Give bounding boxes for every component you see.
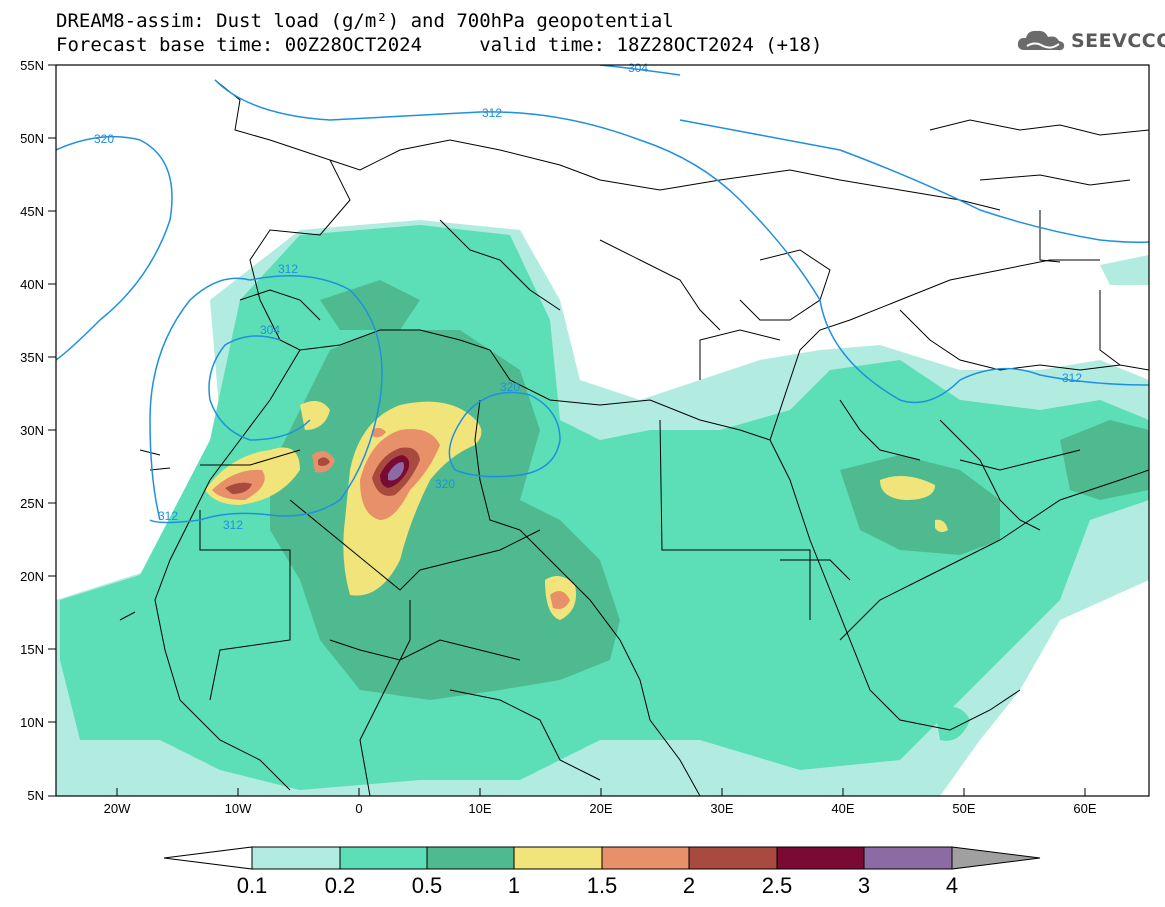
map-subtitle-times: Forecast base time: 00Z28OCT2024 valid t… <box>56 34 823 56</box>
lon-label: 10W <box>225 801 252 816</box>
colorbar-label: 3 <box>858 873 870 898</box>
lon-label: 30E <box>710 801 733 816</box>
longitude-ticks <box>116 788 1086 796</box>
colorbar-segment <box>513 846 603 870</box>
lat-label: 55N <box>20 58 44 73</box>
colorbar-label: 1 <box>508 873 520 898</box>
contour-label: 320 <box>500 380 520 394</box>
colorbar-label: 0.5 <box>412 873 443 898</box>
lat-label: 40N <box>20 277 44 292</box>
colorbar-segment <box>688 846 778 870</box>
colorbar-segment <box>339 846 428 870</box>
lat-label: 30N <box>20 423 44 438</box>
longitude-labels: 20W 10W 0 10E 20E 30E 40E 50E 60E <box>104 801 1097 816</box>
colorbar-label: 0.1 <box>237 873 268 898</box>
colorbar-label: 2.5 <box>762 873 793 898</box>
lon-label: 20E <box>589 801 612 816</box>
lon-label: 0 <box>355 801 362 816</box>
lat-label: 10N <box>20 715 44 730</box>
colorbar-label: 2 <box>683 873 695 898</box>
colorbar-segment <box>251 846 341 870</box>
lat-label: 15N <box>20 642 44 657</box>
lon-label: 10E <box>468 801 491 816</box>
contour-label: 312 <box>158 509 178 523</box>
colorbar-label: 0.2 <box>325 873 356 898</box>
lon-label: 50E <box>952 801 975 816</box>
contour-label: 312 <box>278 262 298 276</box>
lon-label: 20W <box>104 801 131 816</box>
seevccc-logo: SEEVCCC <box>1015 26 1165 56</box>
colorbar-labels: 0.1 0.2 0.5 1 1.5 2 2.5 3 4 <box>237 873 958 898</box>
lat-label: 50N <box>20 131 44 146</box>
contour-label: 312 <box>223 518 243 532</box>
colorbar-segment <box>426 846 515 870</box>
map-area <box>56 65 1149 796</box>
coastlines-borders <box>119 79 1149 796</box>
latitude-ticks <box>48 64 56 797</box>
colorbar-label: 4 <box>946 873 958 898</box>
colorbar-label: 1.5 <box>587 873 618 898</box>
map-title: DREAM8-assim: Dust load (g/m²) and 700hP… <box>56 10 674 32</box>
cloud-icon <box>1017 30 1065 51</box>
contour-label: 320 <box>94 132 114 146</box>
colorbar-segment <box>601 846 690 870</box>
lon-label: 60E <box>1073 801 1096 816</box>
contour-label: 304 <box>628 61 648 75</box>
colorbar <box>163 846 1041 870</box>
lat-label: 45N <box>20 204 44 219</box>
colorbar-segment <box>951 846 1041 870</box>
dust-level-3-4 <box>388 462 404 481</box>
contour-label: 312 <box>1062 371 1082 385</box>
lat-label: 25N <box>20 496 44 511</box>
geopotential-contours <box>56 65 1149 524</box>
lat-label: 20N <box>20 569 44 584</box>
latitude-labels: 55N 50N 45N 40N 35N 30N 25N 20N 15N 10N … <box>20 58 44 803</box>
lat-label: 35N <box>20 350 44 365</box>
lon-label: 40E <box>831 801 854 816</box>
colorbar-segment <box>863 846 953 870</box>
colorbar-segment <box>163 846 253 870</box>
logo-text: SEEVCCC <box>1071 30 1165 52</box>
contour-label: 312 <box>482 106 502 120</box>
contour-label: 304 <box>260 323 280 337</box>
contour-label: 320 <box>435 477 455 491</box>
lat-label: 5N <box>27 788 44 803</box>
colorbar-segment <box>776 846 865 870</box>
